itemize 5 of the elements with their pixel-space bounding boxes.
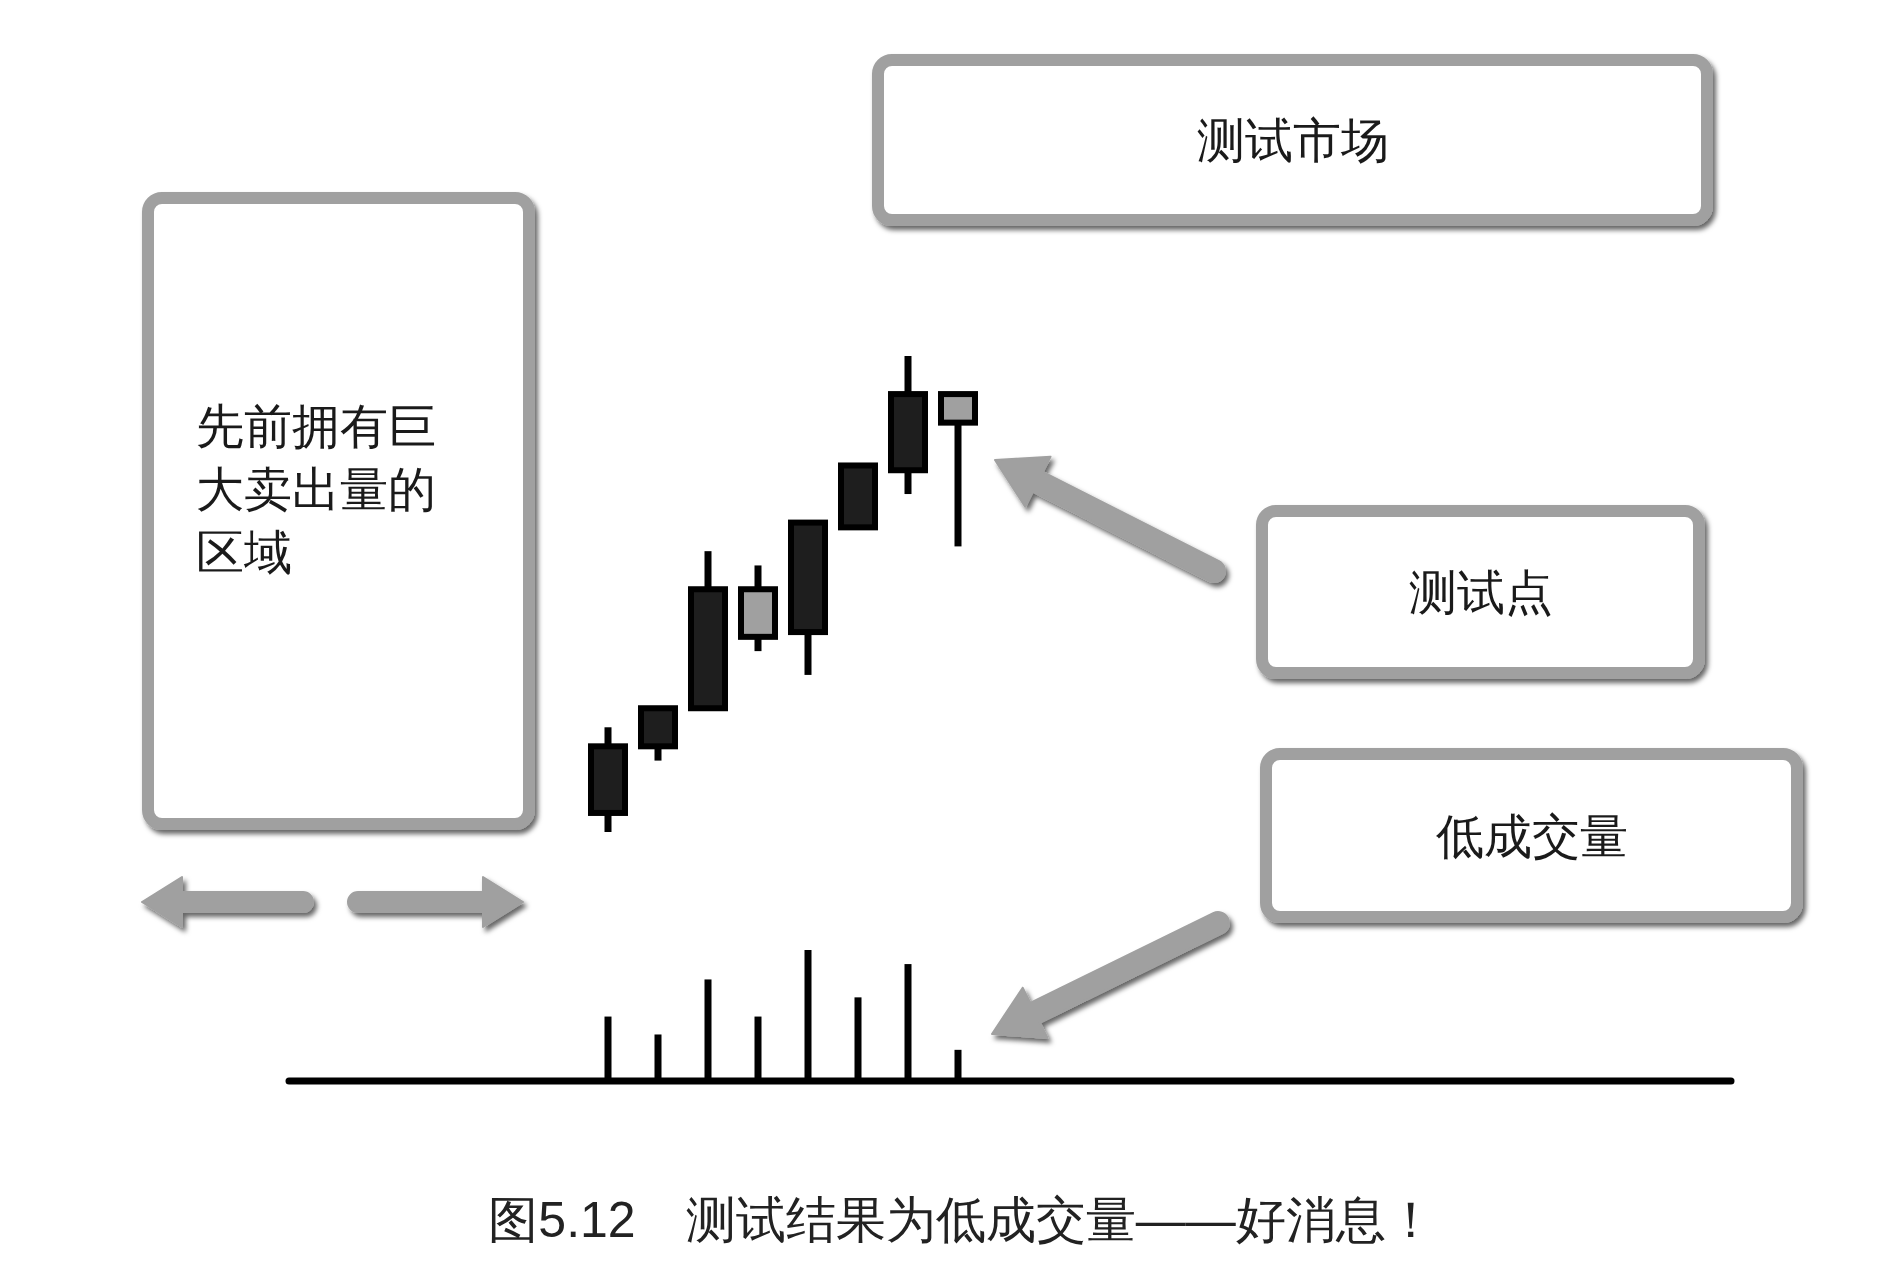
caption: 图5.12 测试结果为低成交量——好消息！ xyxy=(488,1192,1436,1248)
text: 先前拥有巨大卖出量的区域 xyxy=(196,399,436,579)
text: 测试市场 xyxy=(1196,113,1389,167)
text: 低成交量 xyxy=(1435,809,1628,862)
text: 测试点 xyxy=(1408,565,1553,619)
